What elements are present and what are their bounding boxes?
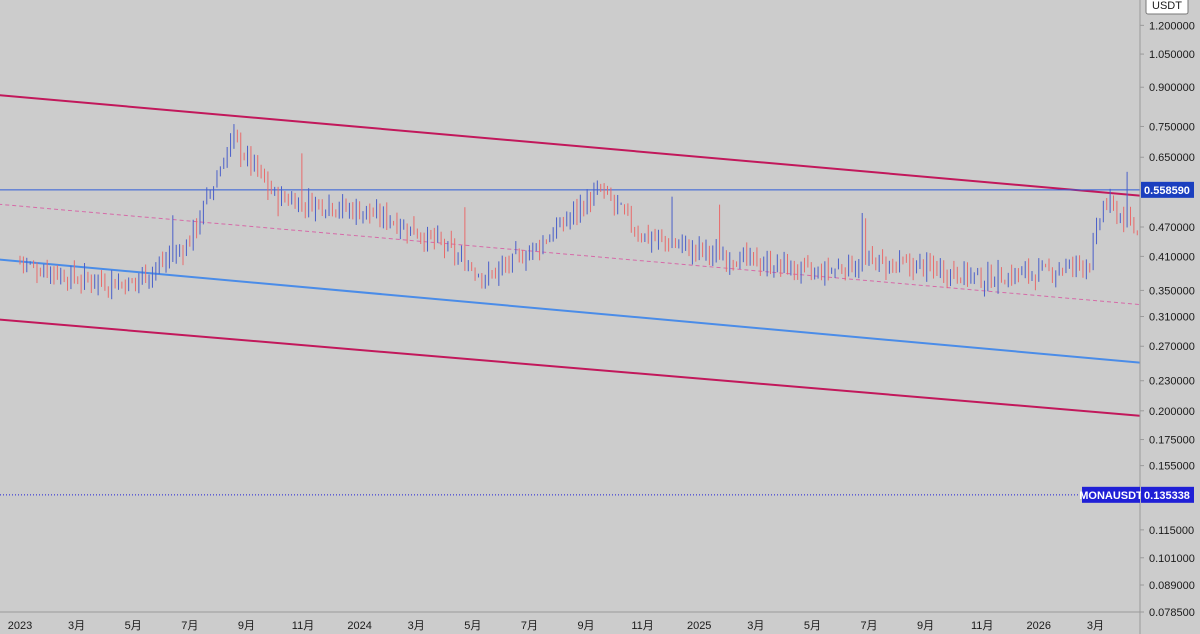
x-tick-label: 7月	[860, 620, 877, 632]
x-tick-label: 11月	[971, 620, 993, 632]
channel-mid-line	[0, 203, 1200, 311]
x-tick-label: 11月	[631, 620, 653, 632]
y-tick-label: 0.470000	[1149, 222, 1195, 234]
x-tick-label: 3月	[68, 620, 85, 632]
channel-upper-line	[0, 94, 1200, 202]
x-tick-label: 2024	[347, 620, 371, 632]
x-tick-label: 9月	[917, 620, 934, 632]
y-tick-label: 1.200000	[1149, 20, 1195, 32]
time-axis[interactable]: 2023 3月 5月 7月 9月 11月 2024 3月 5月 7月 9月 11月 2025 3月 5月 7月…	[0, 611, 1140, 632]
x-tick-label: 7月	[521, 620, 538, 632]
x-tick-label: 3月	[408, 620, 425, 632]
y-tick-label: 0.089000	[1149, 580, 1195, 592]
symbol-tag: MONAUSDT	[1079, 486, 1143, 503]
y-tick-label: 0.410000	[1149, 251, 1195, 263]
x-tick-label: 11月	[292, 620, 314, 632]
x-tick-label: 2023	[8, 620, 32, 632]
x-tick-label: 2025	[687, 620, 711, 632]
level-tag: 0.558590	[1141, 181, 1194, 198]
price-tags: 0.558590 MONAUSDT 0.135338	[1079, 181, 1194, 503]
y-tick-label: 0.200000	[1149, 406, 1195, 418]
y-tick-label: 1.050000	[1149, 49, 1195, 61]
channel-lower-line	[0, 318, 1200, 422]
x-tick-label: 9月	[577, 620, 594, 632]
y-tick-label: 0.230000	[1149, 376, 1195, 388]
x-tick-label: 5月	[804, 620, 821, 632]
y-tick-label: 0.900000	[1149, 82, 1195, 94]
plot-area	[0, 94, 1200, 496]
y-tick-label: 0.155000	[1149, 461, 1195, 473]
y-tick-label: 0.650000	[1149, 152, 1195, 164]
x-tick-label: 5月	[464, 620, 481, 632]
currency-label-box: USDT	[1145, 0, 1189, 15]
x-tick-label: 5月	[125, 620, 142, 632]
y-tick-label: 0.115000	[1149, 525, 1194, 537]
currency-label: USDT	[1152, 0, 1182, 12]
y-tick-label: 0.078500	[1149, 607, 1195, 619]
y-tick-label: 0.175000	[1149, 435, 1195, 447]
last-price-value: 0.135338	[1144, 490, 1190, 502]
y-tick-label: 0.101000	[1149, 553, 1195, 565]
x-tick-label: 3月	[1087, 620, 1104, 632]
last-price-tag: 0.135338	[1141, 486, 1194, 503]
price-axis[interactable]: USDT 1.200000 1.050000 0.900000 0.750000 0.6…	[1139, 0, 1200, 634]
y-tick-label: 0.750000	[1149, 121, 1195, 133]
y-tick-label: 0.350000	[1149, 285, 1195, 297]
x-tick-label: 2026	[1027, 620, 1051, 632]
x-tick-label: 7月	[181, 620, 198, 632]
x-tick-label: 3月	[747, 620, 764, 632]
y-tick-label: 0.310000	[1149, 312, 1195, 324]
trend-line	[0, 258, 1200, 370]
level-value: 0.558590	[1144, 185, 1190, 197]
y-tick-label: 0.270000	[1149, 341, 1195, 353]
symbol-label: MONAUSDT	[1079, 490, 1143, 502]
x-tick-label: 9月	[238, 620, 255, 632]
